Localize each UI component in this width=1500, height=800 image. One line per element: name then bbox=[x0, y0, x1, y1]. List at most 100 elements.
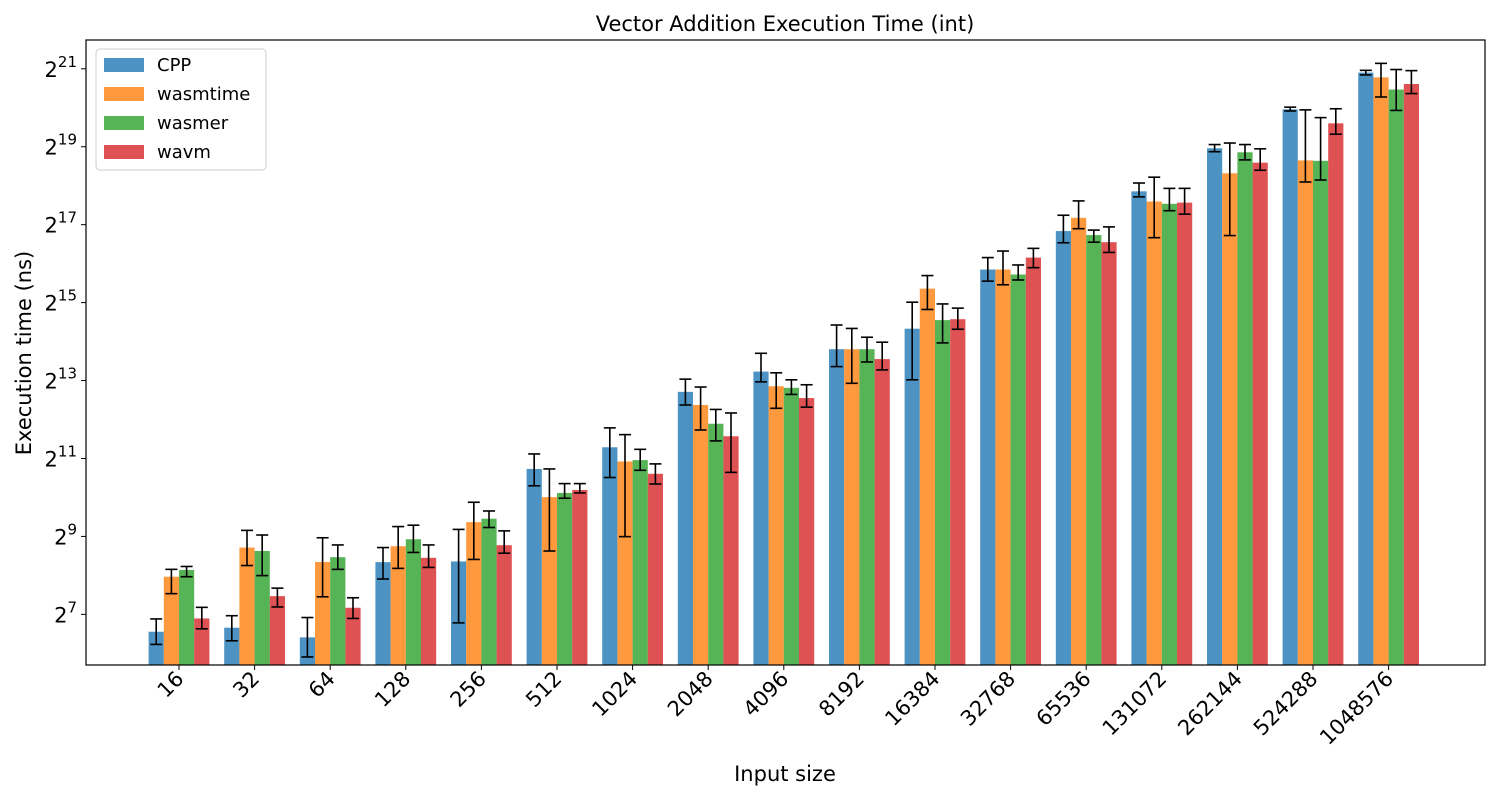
plot-frame bbox=[85, 39, 1486, 666]
y-tick-base: 2 bbox=[45, 447, 58, 471]
error-bar bbox=[392, 525, 405, 570]
bar bbox=[1297, 160, 1313, 666]
y-tick-exponent: 21 bbox=[58, 53, 77, 71]
y-tick-label: 219 bbox=[45, 131, 77, 160]
bar bbox=[1131, 191, 1147, 666]
bar bbox=[1252, 162, 1268, 665]
error-bar bbox=[861, 336, 873, 363]
bar bbox=[557, 492, 573, 665]
error-bar bbox=[1239, 143, 1251, 161]
error-bar bbox=[619, 433, 631, 538]
bar bbox=[919, 288, 935, 665]
y-tick-label: 29 bbox=[54, 520, 77, 549]
bar bbox=[239, 547, 255, 665]
legend: CPP wasmtime wasmer wavm bbox=[95, 48, 267, 171]
error-bar bbox=[483, 510, 495, 529]
bar bbox=[935, 320, 951, 665]
bar bbox=[1071, 217, 1087, 665]
bar bbox=[481, 518, 497, 665]
bar bbox=[1373, 77, 1389, 665]
legend-swatch bbox=[104, 116, 144, 130]
bar bbox=[541, 497, 557, 665]
bar bbox=[148, 631, 164, 665]
bar bbox=[254, 551, 270, 665]
bar bbox=[375, 562, 391, 665]
error-bar bbox=[1329, 107, 1342, 136]
bar bbox=[1086, 235, 1102, 666]
error-bar bbox=[725, 412, 737, 474]
bar bbox=[768, 386, 784, 665]
y-tick-label: 217 bbox=[45, 209, 77, 238]
error-bar bbox=[800, 383, 813, 408]
error-bar bbox=[331, 544, 344, 571]
error-bar bbox=[1405, 69, 1418, 95]
bar bbox=[647, 473, 663, 665]
error-bar bbox=[256, 534, 269, 577]
error-bar bbox=[150, 618, 163, 646]
error-bar bbox=[1103, 226, 1115, 254]
series-CPP bbox=[148, 69, 1374, 666]
bar bbox=[1146, 201, 1162, 665]
error-bar bbox=[1027, 247, 1040, 269]
error-bar bbox=[1163, 187, 1176, 212]
error-bar bbox=[498, 530, 511, 554]
y-tick-base: 2 bbox=[54, 603, 67, 627]
y-tick-label: 213 bbox=[45, 365, 77, 394]
series-wasmer bbox=[179, 68, 1404, 666]
error-bar bbox=[467, 501, 480, 561]
error-bar bbox=[1178, 187, 1191, 215]
bar bbox=[572, 489, 588, 665]
bar bbox=[874, 359, 890, 665]
error-bar bbox=[316, 536, 329, 598]
bar bbox=[1282, 109, 1298, 666]
y-tick-label: 215 bbox=[45, 287, 77, 316]
error-bar bbox=[1072, 200, 1085, 230]
bar bbox=[1055, 231, 1071, 665]
bar bbox=[1388, 89, 1404, 665]
error-bar bbox=[603, 427, 616, 479]
error-bar bbox=[180, 565, 193, 578]
series-wasmtime bbox=[163, 62, 1389, 666]
x-axis-label: Input size bbox=[734, 762, 836, 786]
error-bar bbox=[1223, 142, 1236, 237]
bar bbox=[405, 539, 421, 665]
y-tick-exponent: 9 bbox=[67, 520, 77, 538]
bar bbox=[995, 269, 1011, 665]
error-bar bbox=[1133, 182, 1145, 198]
bar bbox=[783, 387, 799, 665]
y-tick-base: 2 bbox=[45, 292, 58, 316]
bar bbox=[390, 546, 406, 665]
bar bbox=[859, 349, 875, 665]
chart-title: Vector Addition Execution Time (int) bbox=[596, 12, 975, 36]
legend-swatch bbox=[104, 145, 144, 159]
legend-label: wasmtime bbox=[157, 84, 250, 105]
y-tick-label: 211 bbox=[45, 442, 77, 471]
error-bar bbox=[1148, 176, 1161, 239]
error-bar bbox=[921, 274, 934, 311]
bar bbox=[1010, 274, 1026, 665]
bar bbox=[632, 460, 648, 665]
error-bar bbox=[241, 529, 253, 567]
error-bar bbox=[951, 307, 964, 331]
bar bbox=[1101, 242, 1117, 665]
error-bar bbox=[377, 546, 389, 580]
y-tick-exponent: 17 bbox=[58, 209, 77, 227]
error-bar bbox=[165, 568, 178, 595]
legend-box bbox=[95, 48, 267, 171]
legend-swatch bbox=[104, 87, 144, 101]
bar bbox=[617, 461, 633, 665]
bar bbox=[1161, 203, 1177, 665]
error-bar bbox=[1390, 68, 1403, 112]
bar bbox=[345, 607, 361, 665]
bar bbox=[904, 328, 920, 665]
error-bar bbox=[936, 303, 949, 344]
legend-label: wavm bbox=[157, 142, 211, 163]
error-bar bbox=[845, 327, 858, 385]
error-bar bbox=[709, 408, 722, 442]
bar bbox=[844, 349, 860, 665]
bar bbox=[421, 557, 437, 665]
bar bbox=[466, 522, 482, 665]
error-bar bbox=[195, 606, 208, 630]
error-bar bbox=[1254, 148, 1267, 172]
